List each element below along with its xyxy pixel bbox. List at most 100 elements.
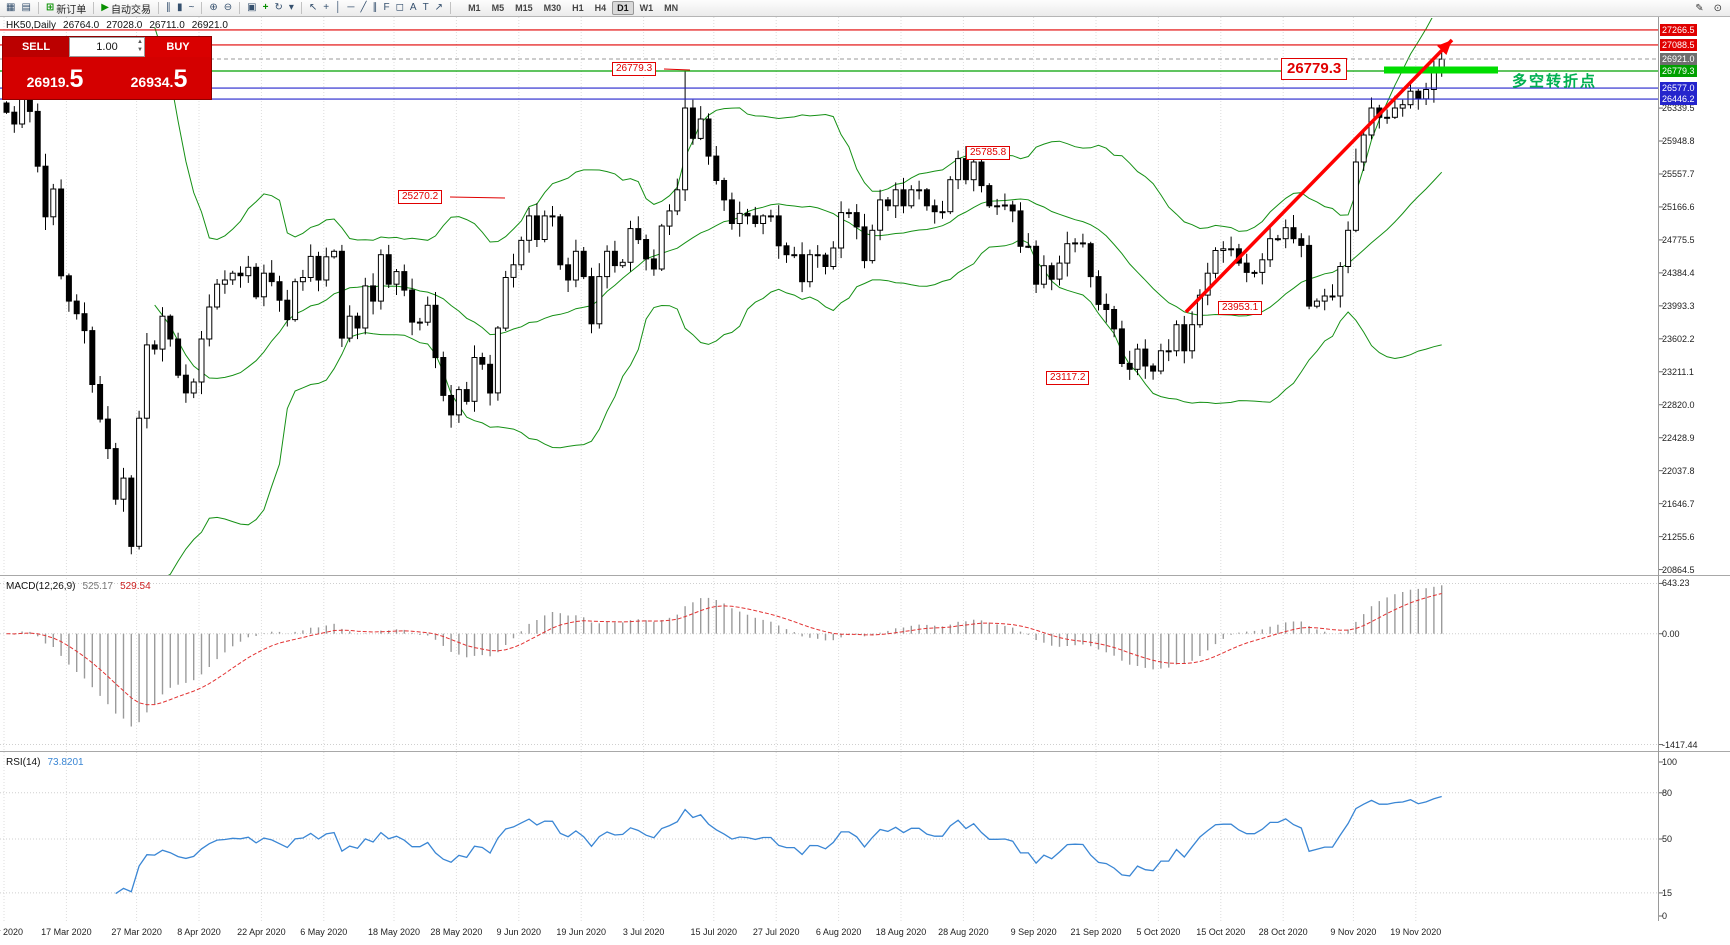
date-axis-label: 8 Apr 2020 (177, 927, 221, 937)
price-annotation[interactable]: 23953.1 (1218, 301, 1263, 315)
sell-button[interactable]: SELL (3, 37, 69, 57)
profiles-icon[interactable]: ▤ (18, 1, 33, 16)
timeframe-H4[interactable]: H4 (594, 3, 607, 13)
price-annotation[interactable]: 26779.3 (612, 62, 657, 76)
symbol-period-label: HK50,Daily (6, 20, 57, 31)
candlestick-chart-icon: ▮ (177, 2, 183, 13)
macd-title: MACD(12,26,9) (6, 581, 76, 592)
date-axis-label: 28 May 2020 (430, 927, 483, 937)
date-axis[interactable]: Mar 2020 17 Mar 2020 27 Mar 2020 8 Apr 2020… (0, 921, 1730, 945)
chart-info-line: HK50,Daily 26764.0 27028.0 26711.0 26921… (6, 20, 228, 31)
price-level-label: 26779.3 (1660, 65, 1697, 77)
price-axis-label: 25948.8 (1662, 136, 1695, 146)
fibonacci-icon[interactable]: F (380, 1, 392, 16)
macd-panel-separator[interactable] (0, 575, 1730, 576)
lot-increase-button[interactable]: ▲ (137, 39, 143, 45)
shapes-icon: ◻ (395, 2, 404, 13)
timeframe-M5[interactable]: M5 (491, 3, 505, 13)
date-axis-label: 9 Sep 2020 (1010, 927, 1057, 937)
price-annotation[interactable]: 25270.2 (398, 190, 443, 204)
zoom-in-icon[interactable]: ⊕ (206, 1, 220, 16)
buy-price[interactable]: 26934. 5 (107, 57, 211, 99)
trend-arrow-line[interactable] (1184, 38, 1454, 314)
sell-price-main: 26919. (26, 74, 70, 90)
trendline-icon[interactable]: ╱ (357, 1, 369, 16)
auto-scroll-icon: ↻ (274, 2, 283, 13)
toolbar-separator (300, 2, 302, 14)
annotation-pointer-line (663, 68, 691, 71)
horizontal-line-icon[interactable]: ─ (344, 1, 357, 16)
arrow-tools-icon: ↗ (434, 2, 444, 13)
price-axis-label: 21255.6 (1662, 531, 1695, 542)
profiles-icon: ▤ (21, 2, 31, 13)
vertical-line-icon[interactable]: │ (332, 1, 344, 16)
date-axis-label: 18 Aug 2020 (875, 927, 927, 937)
timeframe-MN[interactable]: MN (664, 3, 679, 13)
add-indicator-icon[interactable]: + (260, 1, 272, 16)
timeframe-M1[interactable]: M1 (468, 3, 481, 13)
price-axis-label: 21646.7 (1662, 498, 1695, 509)
price-annotation[interactable]: 23117.2 (1046, 371, 1090, 385)
new-order-button[interactable]: ⊞ 新订单 (43, 1, 89, 16)
bar-chart-icon[interactable]: ∥ (163, 1, 174, 16)
rsi-panel-separator[interactable] (0, 751, 1730, 752)
zoom-out-icon: ⊖ (223, 2, 233, 13)
ohlc-low: 26711.0 (149, 20, 185, 31)
price-axis-label: 25166.6 (1662, 201, 1695, 212)
date-axis-label: 28 Oct 2020 (1258, 927, 1308, 937)
toolbar-separator (450, 2, 452, 14)
timeframe-D1[interactable]: D1 (612, 1, 634, 15)
toolbar-groups: ▦ ▤ ⊞ 新订单 ▶ 自动交易 ∥ ▮ ~ ⊕ ⊖ ▣ + ↻ ▾ ↖ + │ ─ ╱ ∥ F ◻ A T ↗ (3, 1, 446, 16)
tile-windows-icon[interactable]: ▣ (244, 1, 259, 16)
new-order-button: ⊞ (45, 2, 55, 13)
text-icon[interactable]: A (407, 1, 420, 16)
timeframe-H1[interactable]: H1 (572, 3, 584, 13)
sell-price[interactable]: 26919. 5 (3, 57, 107, 99)
channel-icon[interactable]: ∥ (369, 1, 380, 16)
timeframe-M15[interactable]: M15 (515, 3, 533, 13)
templates-dropdown-icon[interactable]: ▾ (286, 1, 297, 16)
date-axis-label: 3 Jul 2020 (622, 927, 665, 937)
date-axis-label: 6 Aug 2020 (815, 927, 862, 937)
line-chart-icon[interactable]: ~ (186, 1, 198, 16)
lot-size-field[interactable]: 1.00 ▲ ▼ (69, 37, 145, 57)
auto-trading-button[interactable]: ▶ 自动交易 (98, 1, 154, 16)
pencil-icon[interactable]: ✎ (1695, 3, 1704, 14)
rsi-layer (0, 792, 1658, 895)
lot-value[interactable]: 1.00 (96, 41, 118, 53)
price-annotation[interactable]: 26779.3 (1281, 58, 1348, 80)
new-chart-icon[interactable]: ▦ (3, 1, 18, 16)
channel-icon: ∥ (372, 2, 378, 13)
buy-button[interactable]: BUY (145, 37, 211, 57)
auto-scroll-icon[interactable]: ↻ (271, 1, 285, 16)
rsi-header: RSI(14) 73.8201 (6, 757, 84, 768)
price-axis-label: 23211.1 (1662, 366, 1694, 377)
price-annotation[interactable]: 25785.8 (966, 146, 1011, 160)
horizontal-line-icon: ─ (347, 2, 355, 13)
date-axis-label: Mar 2020 (0, 927, 24, 937)
zoom-out-icon[interactable]: ⊖ (221, 1, 235, 16)
timeframe-W1[interactable]: W1 (639, 3, 654, 13)
arrow-tools-icon[interactable]: ↗ (432, 1, 446, 16)
lot-decrease-button[interactable]: ▼ (137, 47, 143, 53)
shapes-icon[interactable]: ◻ (393, 1, 407, 16)
price-level-label: 27266.5 (1660, 23, 1697, 36)
ohlc-close: 26921.0 (191, 20, 228, 31)
tile-windows-icon: ▣ (247, 2, 257, 13)
text-label-icon: T (422, 2, 429, 13)
trade-panel-buttons-row: SELL 1.00 ▲ ▼ BUY (3, 37, 211, 57)
turning-point-label[interactable]: 多空转折点 (1512, 73, 1598, 90)
crosshair-icon[interactable]: + (320, 1, 332, 16)
ohlc-high: 27028.0 (106, 20, 143, 31)
one-click-trading-panel[interactable]: SELL 1.00 ▲ ▼ BUY 26919. 5 26934. 5 (2, 36, 212, 100)
text-label-icon[interactable]: T (420, 1, 432, 16)
price-axis[interactable]: 26339.5 25948.8 25557.7 25166.6 24775.5 24384… (1658, 0, 1730, 945)
timeframe-M30[interactable]: M30 (543, 3, 562, 13)
quick-search-icon[interactable]: ⊙ (1713, 3, 1722, 14)
candlestick-chart-icon[interactable]: ▮ (174, 1, 186, 16)
date-axis-label: 9 Nov 2020 (1330, 927, 1377, 937)
price-axis-label: 23993.3 (1662, 300, 1695, 311)
date-axis-label: 5 Oct 2020 (1136, 927, 1181, 937)
cursor-icon[interactable]: ↖ (306, 1, 320, 16)
